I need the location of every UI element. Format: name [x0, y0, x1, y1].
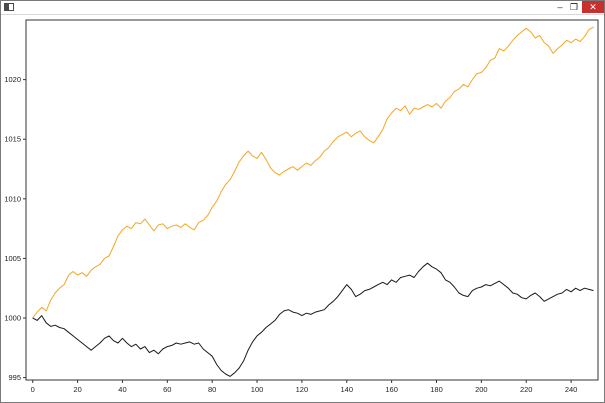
x-tick-label: 140	[341, 385, 354, 394]
x-tick-label: 120	[296, 385, 309, 394]
x-tick-label: 240	[565, 385, 578, 394]
x-tick-label: 180	[430, 385, 443, 394]
x-tick-label: 100	[251, 385, 264, 394]
y-tick-label: 995	[8, 373, 21, 382]
y-tick-label: 1010	[4, 194, 21, 203]
x-tick-label: 160	[385, 385, 398, 394]
plot-frame	[25, 19, 599, 381]
app-icon[interactable]	[4, 3, 14, 11]
x-tick-label: 80	[208, 385, 216, 394]
x-tick-label: 220	[520, 385, 533, 394]
series-line-black	[32, 262, 594, 377]
y-tick-label: 1020	[4, 75, 21, 84]
minimize-button[interactable]: –	[557, 2, 563, 12]
x-tick-label: 40	[118, 385, 126, 394]
x-tick-label: 200	[475, 385, 488, 394]
x-tick-label: 60	[163, 385, 171, 394]
title-bar[interactable]: – ❐ ✕	[1, 1, 604, 15]
series-line-orange	[32, 26, 594, 319]
line-chart: 995 1000 1005 1010 1015 1020 0 20 40 60 80 100 120 14…	[4, 19, 599, 394]
x-tick-label: 20	[73, 385, 81, 394]
y-tick-label: 1015	[4, 135, 21, 144]
maximize-button[interactable]: ❐	[569, 2, 579, 12]
close-button[interactable]: ✕	[582, 1, 604, 13]
y-tick-label: 1000	[4, 314, 21, 323]
y-tick-label: 1005	[4, 254, 21, 263]
chart-area: 995 1000 1005 1010 1015 1020 0 20 40 60 80 100 120 14…	[1, 15, 604, 402]
x-tick-label: 0	[31, 385, 35, 394]
